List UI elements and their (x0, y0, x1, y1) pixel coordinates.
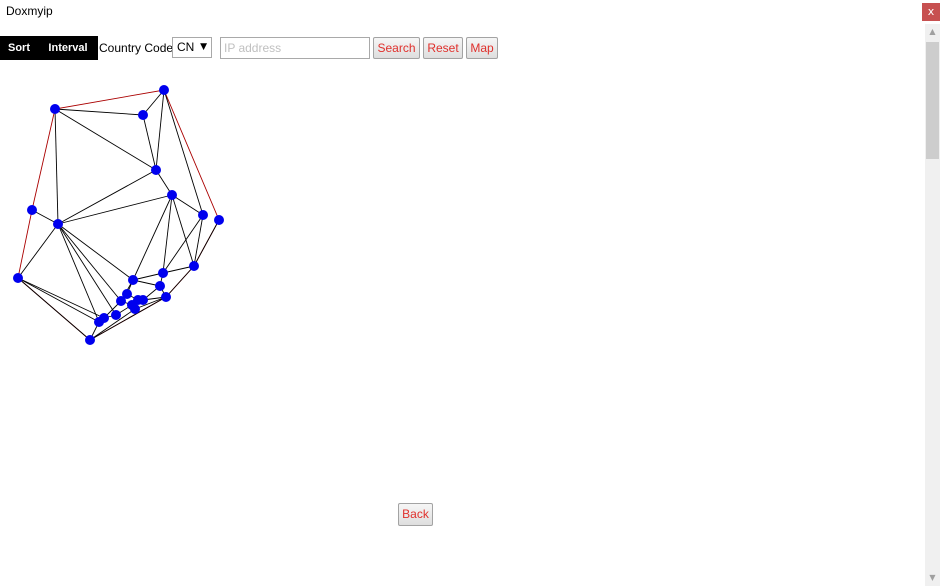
search-button[interactable]: Search (373, 37, 420, 59)
graph-edge (132, 272, 164, 281)
scrollbar-thumb[interactable] (926, 42, 939, 159)
graph-node[interactable] (198, 210, 208, 220)
scroll-up-arrow-icon[interactable]: ▲ (929, 27, 936, 36)
graph-edge (162, 265, 195, 274)
graph-edge (132, 194, 173, 281)
graph-edge (17, 277, 100, 323)
vertical-scrollbar[interactable]: ▲ ▼ (925, 24, 940, 586)
graph-node[interactable] (189, 261, 199, 271)
graph-edge (171, 194, 195, 267)
graph-node[interactable] (122, 289, 132, 299)
map-button[interactable]: Map (466, 37, 498, 59)
graph-edge (57, 223, 122, 302)
graph-edge (193, 214, 204, 267)
graph-node[interactable] (161, 292, 171, 302)
graph-edge (54, 108, 157, 171)
close-button[interactable]: x (922, 3, 940, 21)
graph-node[interactable] (167, 190, 177, 200)
graph-node[interactable] (158, 268, 168, 278)
graph-edge (89, 296, 167, 341)
graph-edge (163, 89, 204, 216)
graph-edge (57, 223, 100, 323)
graph-edge (57, 223, 117, 316)
graph-edge (57, 194, 173, 225)
interval-button[interactable]: Interval (38, 36, 98, 60)
graph-node[interactable] (159, 85, 169, 95)
graph-edge (193, 219, 220, 267)
toolbar: Sort Interval Country Code: CN ▼ Search … (0, 36, 520, 60)
graph-node[interactable] (27, 205, 37, 215)
back-button[interactable]: Back (398, 503, 433, 526)
title-bar: Doxmyip x (0, 0, 940, 24)
graph-edge (57, 223, 134, 281)
graph-node[interactable] (155, 281, 165, 291)
graph-node[interactable] (13, 273, 23, 283)
reset-button[interactable]: Reset (423, 37, 463, 59)
close-icon: x (927, 5, 935, 18)
graph-edge (17, 277, 91, 341)
graph-edge (17, 223, 59, 279)
graph-node[interactable] (94, 317, 104, 327)
graph-edge (17, 277, 105, 319)
country-code-value: CN (177, 40, 195, 54)
graph-node[interactable] (151, 165, 161, 175)
graph-node[interactable] (53, 219, 63, 229)
graph-edge (142, 114, 157, 171)
graph-edge (165, 265, 195, 298)
graph-node[interactable] (116, 296, 126, 306)
graph-edge (171, 194, 204, 216)
graph-node[interactable] (85, 335, 95, 345)
graph-node[interactable] (128, 275, 138, 285)
graph-node[interactable] (50, 104, 60, 114)
graph-node[interactable] (138, 110, 148, 120)
graph-edge (155, 89, 165, 171)
ip-address-input[interactable] (220, 37, 370, 59)
network-graph (13, 85, 224, 345)
graph-edge (134, 296, 167, 310)
sort-button[interactable]: Sort (0, 36, 38, 60)
graph-node[interactable] (214, 215, 224, 225)
graph-node[interactable] (138, 295, 148, 305)
country-code-select[interactable]: CN ▼ (172, 37, 212, 58)
graph-edge (142, 89, 165, 116)
graph-edge (54, 108, 144, 116)
scroll-down-arrow-icon[interactable]: ▼ (929, 573, 936, 582)
country-code-label: Country Code: (99, 41, 177, 55)
graph-edge (89, 308, 136, 341)
dropdown-arrow-icon: ▼ (200, 42, 207, 52)
graph-node[interactable] (130, 304, 140, 314)
window-title: Doxmyip (6, 4, 53, 18)
graph-edge (162, 194, 173, 274)
graph-edge (54, 108, 59, 225)
graph-nodes (13, 85, 224, 345)
graph-node[interactable] (111, 310, 121, 320)
graph-edge (57, 169, 157, 225)
graph-edge (162, 214, 204, 274)
